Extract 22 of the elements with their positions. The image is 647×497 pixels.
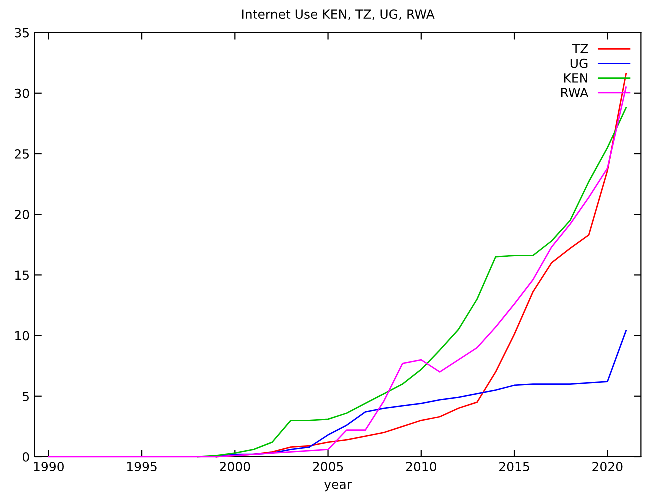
line-series — [48, 86, 627, 458]
y-tick-label: 30 — [15, 88, 30, 98]
legend-label: KEN — [564, 74, 588, 83]
y-tick-label: 35 — [15, 28, 29, 38]
x-tick-label: 2015 — [500, 462, 530, 472]
x-axis-title: year — [324, 482, 352, 492]
y-tick-label: 15 — [16, 270, 29, 280]
y-tick-label: 25 — [15, 149, 29, 159]
x-tick-label: 2010 — [406, 462, 436, 472]
x-tick-label: 1990 — [34, 462, 64, 472]
x-tick-label: 2000 — [220, 462, 250, 472]
x-tick-label: 2020 — [592, 462, 623, 472]
legend-label: UG — [570, 58, 588, 68]
y-tick-label: 20 — [15, 210, 30, 220]
chart-title: Internet Use KEN, TZ, UG, RWA — [242, 10, 435, 20]
y-tick-label: 5 — [23, 392, 29, 402]
x-tick-label: 2005 — [313, 462, 344, 472]
legend-label: TZ — [572, 44, 588, 54]
y-tick-label: 0 — [22, 452, 30, 462]
y-tick-label: 10 — [16, 331, 30, 341]
x-tick-label: 1995 — [128, 462, 157, 472]
legend-label: RWA — [561, 88, 589, 98]
